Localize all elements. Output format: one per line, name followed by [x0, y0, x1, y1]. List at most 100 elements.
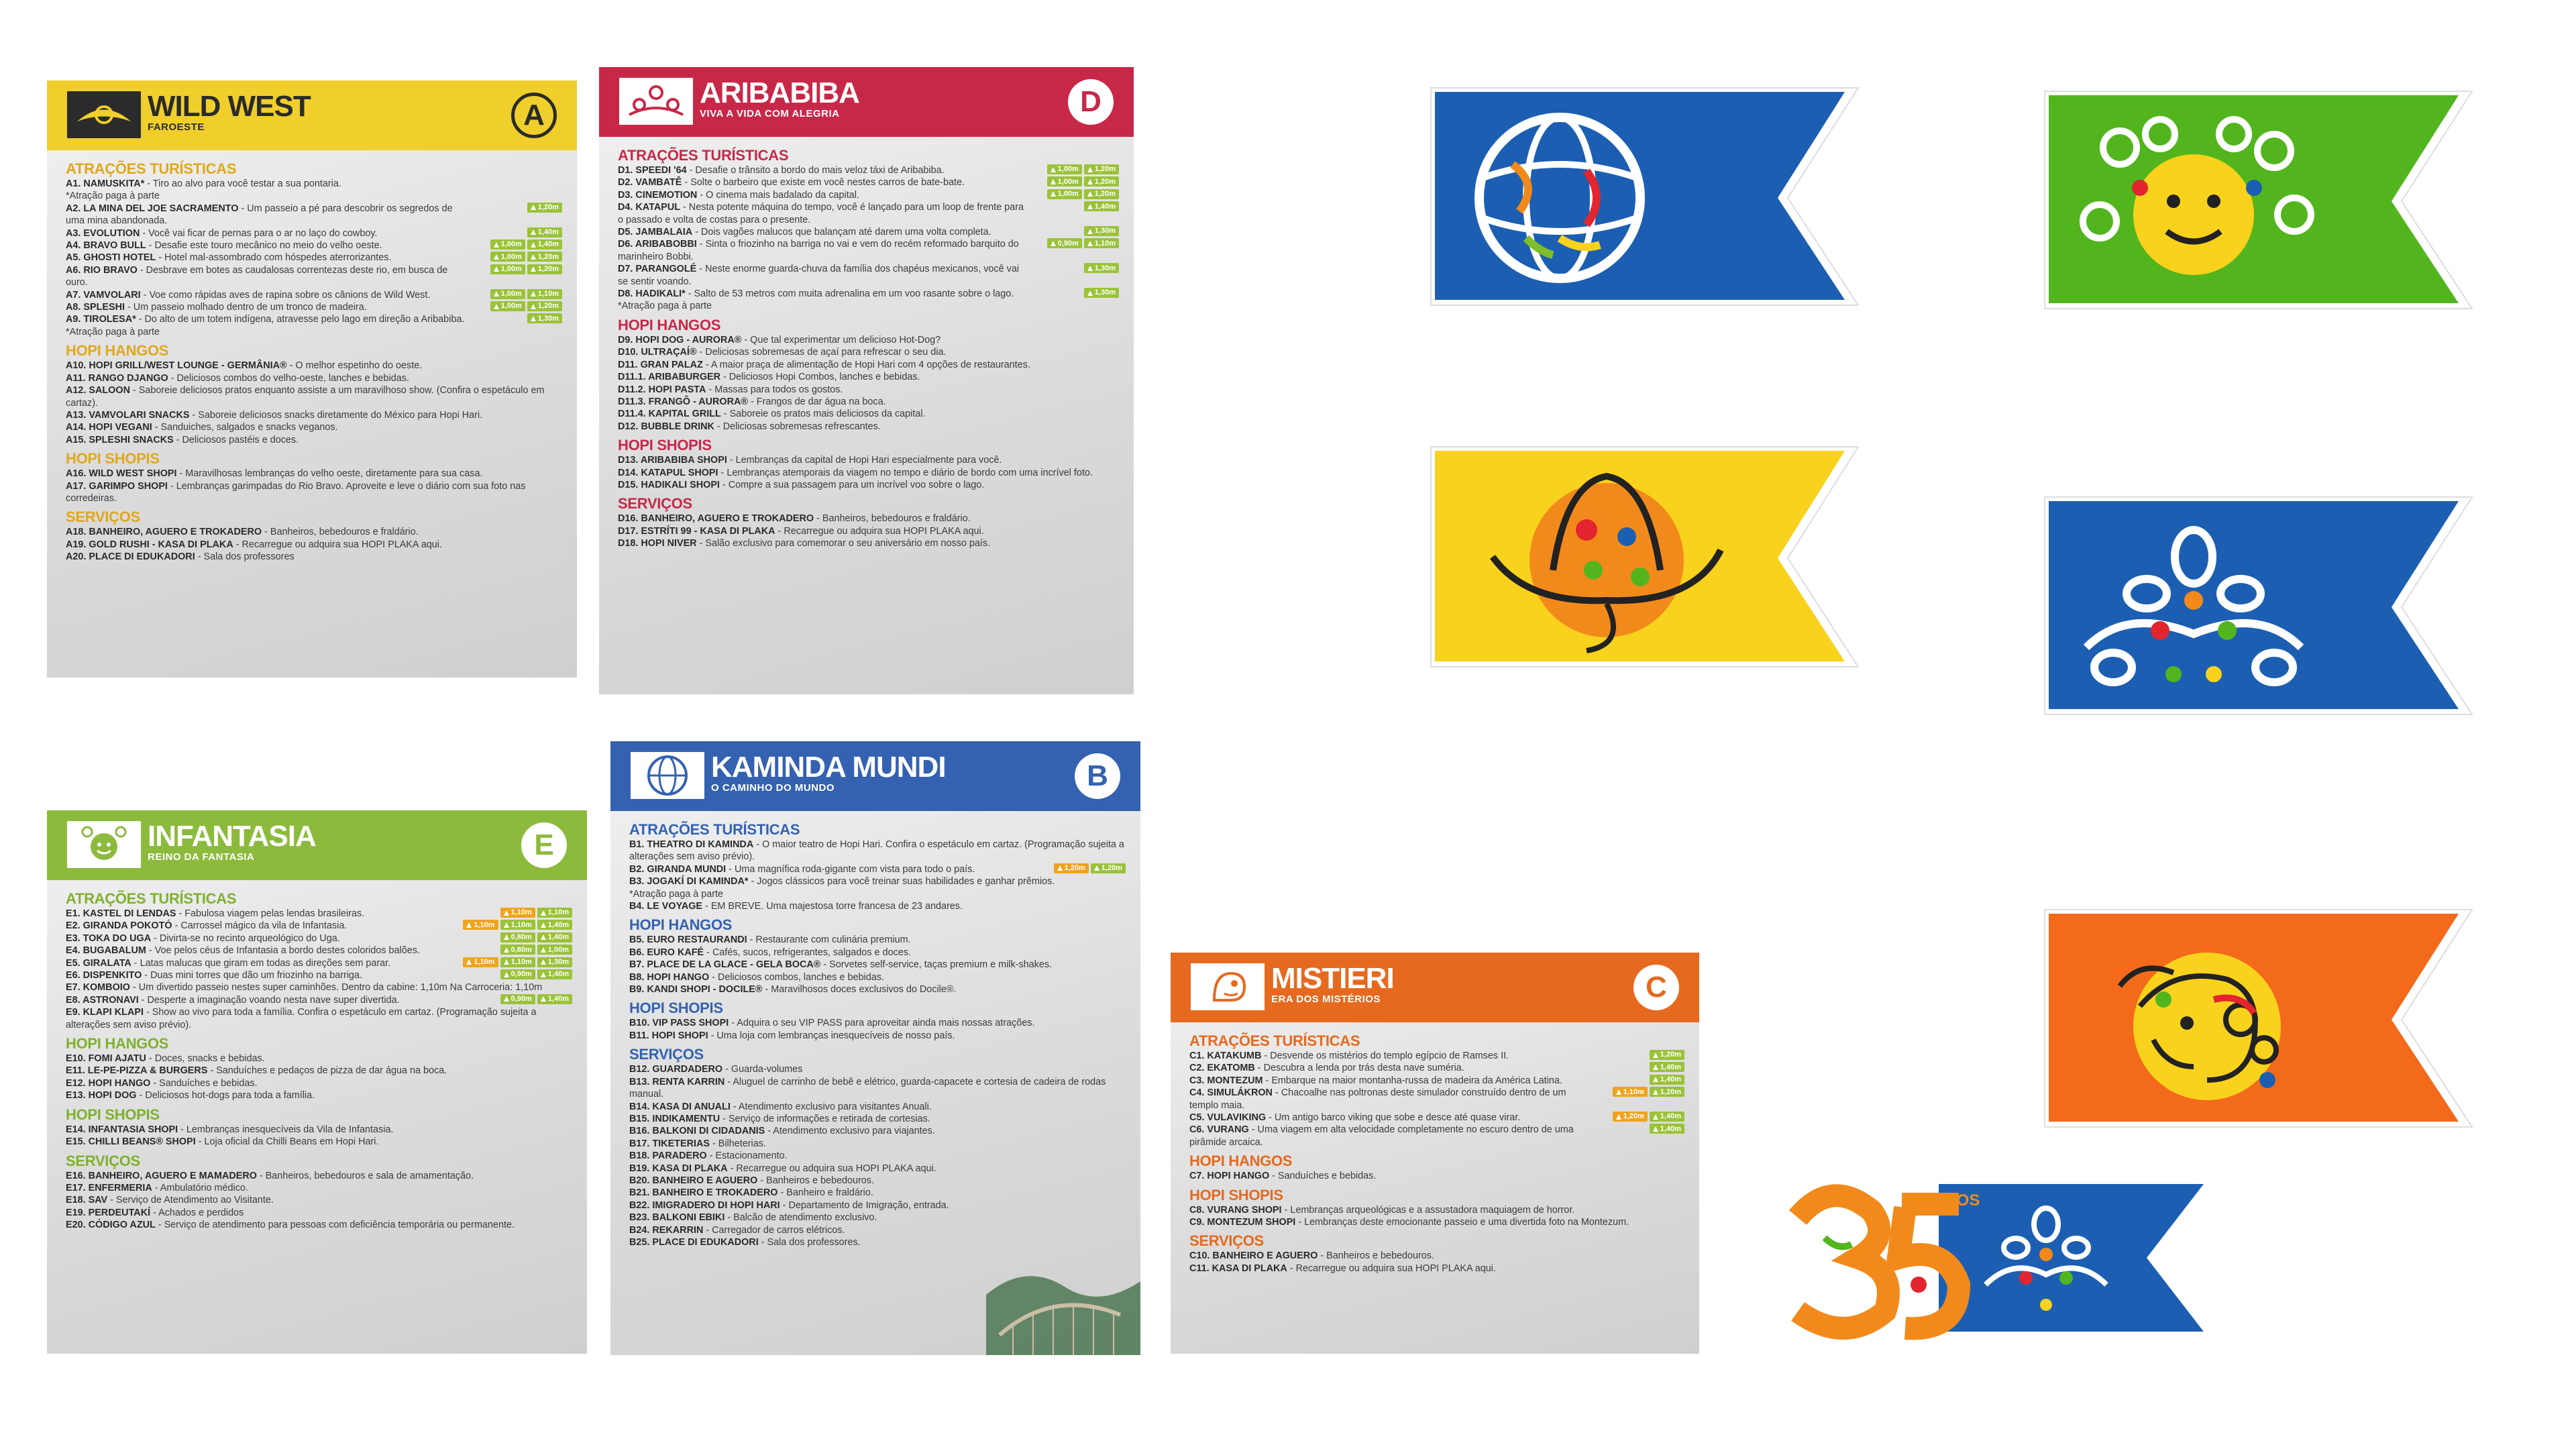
item-description: - Um antigo barco viking que sobe e desc…: [1266, 1112, 1521, 1124]
item-code: B25. PLACE DI EDUKADORI: [629, 1236, 759, 1248]
item-code: E16. BANHEIRO, AGUERO E MAMADERO: [66, 1170, 257, 1181]
list-item: A3. EVOLUTION - Você vai ficar de pernas…: [66, 227, 562, 239]
panel-header: ARIBABIBA VIVA A VIDA COM ALEGRIA D: [599, 67, 1134, 137]
list-item: E10. FOMI AJATU - Doces, snacks e bebida…: [66, 1053, 572, 1065]
height-requirement-badge: 1,20m: [1612, 1112, 1648, 1122]
height-requirement-badge: 1,10m: [1612, 1087, 1648, 1097]
height-requirement-badge: 1,10m: [463, 957, 498, 967]
height-requirement-badge: 1,00m: [490, 301, 525, 312]
item-code: A17. GARIMPO SHOPI: [66, 480, 168, 492]
list-item-text: A12. SALOON - Saboreie deliciosos pratos…: [66, 385, 545, 408]
item-description: - Massas para todos os gostos.: [706, 384, 843, 395]
panel-infantasia: INFANTASIA REINO DA FANTASIA E ATRAÇÕES …: [47, 810, 587, 1354]
item-description: - Banheiro e fraldário.: [777, 1187, 873, 1199]
height-requirement-badge: 1,10m: [527, 288, 562, 299]
list-item-text: B4. LE VOYAGE - EM BREVE. Uma majestosa …: [629, 901, 963, 912]
height-badges: 1,40m: [1649, 1062, 1684, 1073]
section-heading: SERVIÇOS: [618, 495, 692, 513]
kaminda-mundi-flag-icon: [1426, 84, 1868, 309]
item-code: D6. ARIBABOBBI: [618, 239, 697, 250]
height-badges: 1,00m 1,20m: [1046, 189, 1119, 199]
item-code: B20. BANHEIRO E AGUERO: [629, 1175, 758, 1186]
list-item-text: E8. ASTRONAVI - Desperte a imaginação vo…: [66, 994, 572, 1006]
section-heading: HOPI HANGOS: [66, 342, 169, 360]
item-description: - Lembranças arqueológicas e a assustado…: [1281, 1204, 1575, 1216]
item-description: - Hotel mal-assombrado com hóspedes ater…: [156, 252, 392, 264]
list-item: B22. IMIGRADERO DI HOPI HARI - Departame…: [629, 1199, 1126, 1212]
panel-body: ATRAÇÕES TURÍSTICAS C1. KATAKUMB - Desven…: [1171, 1022, 1699, 1275]
item-code: B17. TIKETERIAS: [629, 1138, 710, 1149]
list-item-text: D17. ESTRÍTI 99 - KASA DI PLAKA - Recarr…: [618, 526, 984, 537]
list-item: B12. GUARDADERO - Guarda-volumes: [629, 1063, 1126, 1075]
item-description: - Show ao vivo para toda a família. Conf…: [66, 1007, 537, 1030]
panel-body: ATRAÇÕES TURÍSTICAS E1. KASTEL DI LENDAS …: [47, 880, 587, 1232]
item-description: - Divirta-se no recinto arqueológico do …: [151, 932, 340, 944]
list-item: E13. HOPI DOG - Deliciosos hot-dogs para…: [66, 1089, 572, 1102]
item-description: - Lembranças garimpadas do Rio Bravo. Ap…: [66, 480, 526, 504]
list-item: B2. GIRANDA MUNDI - Uma magnífica roda-g…: [629, 863, 1126, 875]
height-requirement-badge: 1,10m: [463, 920, 498, 930]
item-description: - Você vai ficar de pernas para o ar no …: [140, 227, 378, 239]
item-code: B24. REKARRIN: [629, 1224, 704, 1236]
item-code: A1. NAMUSKITA*: [66, 178, 145, 189]
list-item-text: E13. HOPI DOG - Deliciosos hot-dogs para…: [66, 1090, 315, 1101]
area-letter-badge: D: [1068, 79, 1114, 125]
list-item-text: D14. KATAPUL SHOPI - Lembranças atempora…: [618, 468, 1093, 478]
item-description: - Dois vagões malucos que balançam até d…: [692, 227, 991, 238]
panel-title-block: WILD WEST FAROESTE: [148, 91, 311, 133]
section-heading: HOPI SHOPIS: [1189, 1186, 1283, 1203]
panel-subtitle: O CAMINHO DO MUNDO: [711, 782, 835, 794]
list-item: E16. BANHEIRO, AGUERO E MAMADERO - Banhe…: [66, 1170, 572, 1182]
infantasia-logo-icon: [64, 821, 144, 868]
list-item: E3. TOKA DO UGA - Divirta-se no recinto …: [66, 932, 572, 945]
item-code: E3. TOKA DO UGA: [66, 932, 152, 944]
item-description: - Fabulosa viagem pelas lendas brasileir…: [176, 908, 365, 919]
item-description: - Desvende os mistérios do templo egípci…: [1261, 1051, 1509, 1061]
list-item: B1. THEATRO DI KAMINDA - O maior teatro …: [629, 839, 1126, 863]
list-item: D14. KATAPUL SHOPI - Lembranças atempora…: [618, 467, 1119, 479]
item-code: E10. FOMI AJATU: [66, 1053, 146, 1065]
panel-header: MISTIERI ERA DOS MISTÉRIOS C: [1171, 953, 1699, 1022]
item-description: - Deliciosos Hopi Combos, lanches e bebi…: [720, 372, 920, 383]
list-item: D2. VAMBATÊ - Solte o barbeiro que exist…: [618, 176, 1119, 189]
item-code: D5. JAMBALAIA: [618, 227, 693, 238]
list-item-text: B20. BANHEIRO E AGUERO - Banheiros e beb…: [629, 1175, 874, 1186]
list-item: B11. HOPI SHOPI - Uma loja com lembrança…: [629, 1030, 1126, 1042]
item-description: - Voe como rápidas aves de rapina sobre …: [140, 289, 431, 301]
item-code: D16. BANHEIRO, AGUERO E TROKADERO: [618, 513, 814, 525]
list-item-text: B14. KASA DI ANUALI - Atendimento exclus…: [629, 1102, 932, 1112]
item-code: D2. VAMBATÊ: [618, 177, 682, 189]
item-description: - Recarregue ou adquira sua HOPI PLAKA a…: [727, 1163, 936, 1174]
item-description: - Deliciosas sobremesas refrescantes.: [714, 421, 881, 432]
height-badges: 1,00m 1,20m: [490, 301, 562, 312]
area-letter-badge: C: [1633, 965, 1679, 1010]
list-item: E19. PERDEUTAKÍ - Achados e perdidos: [66, 1207, 572, 1219]
list-item: D6. ARIBABOBBI - Sinta o friozinho na ba…: [618, 238, 1119, 263]
section-heading: HOPI SHOPIS: [618, 437, 712, 454]
panel-title-block: MISTIERI ERA DOS MISTÉRIOS: [1271, 963, 1395, 1005]
section-heading: HOPI HANGOS: [629, 916, 733, 934]
list-item-text: E2. GIRANDA POKOTÓ - Carrossel mágico da…: [66, 920, 572, 932]
height-requirement-badge: 1,00m: [490, 288, 525, 299]
panel-subtitle: VIVA A VIDA COM ALEGRIA: [700, 108, 840, 119]
height-requirement-badge: 1,20m: [1649, 1050, 1684, 1060]
item-description: - O cinema mais badalado da capital.: [697, 189, 859, 201]
item-code: E15. CHILLI BEANS® SHOPI: [66, 1136, 196, 1148]
item-code: D12. BUBBLE DRINK: [618, 421, 714, 432]
item-description: - Deliciosos combos do velho-oeste, lanc…: [168, 372, 409, 384]
item-description: - Sanduiches, salgados e snacks veganos.: [152, 422, 338, 433]
list-item: B3. JOGAKÍ DI KAMINDA* - Jogos clássicos…: [629, 875, 1126, 900]
height-requirement-badge: 1,30m: [537, 957, 572, 967]
panel-body: ATRAÇÕES TURÍSTICAS B1. THEATRO DI KAMIND…: [610, 811, 1140, 1248]
wild-west-logo-icon: [64, 91, 144, 138]
panel-body: ATRAÇÕES TURÍSTICAS A1. NAMUSKITA* - Tiro…: [47, 150, 577, 564]
item-code: A19. GOLD RUSHI - KASA DI PLAKA: [66, 539, 233, 550]
item-code: A6. RIO BRAVO: [66, 264, 138, 276]
item-code: B13. RENTA KARRIN: [629, 1076, 725, 1087]
item-description: - Balcão de atendimento exclusivo.: [724, 1212, 877, 1224]
item-description: - Lembranças da capital de Hopi Hari esp…: [727, 455, 1002, 466]
panel-title-block: KAMINDA MUNDI O CAMINHO DO MUNDO: [711, 752, 947, 794]
section-heading: HOPI HANGOS: [66, 1035, 169, 1053]
item-description: - Um passeio a pé para descobrir os segr…: [66, 203, 453, 227]
item-code: B8. HOPI HANGO: [629, 971, 710, 983]
